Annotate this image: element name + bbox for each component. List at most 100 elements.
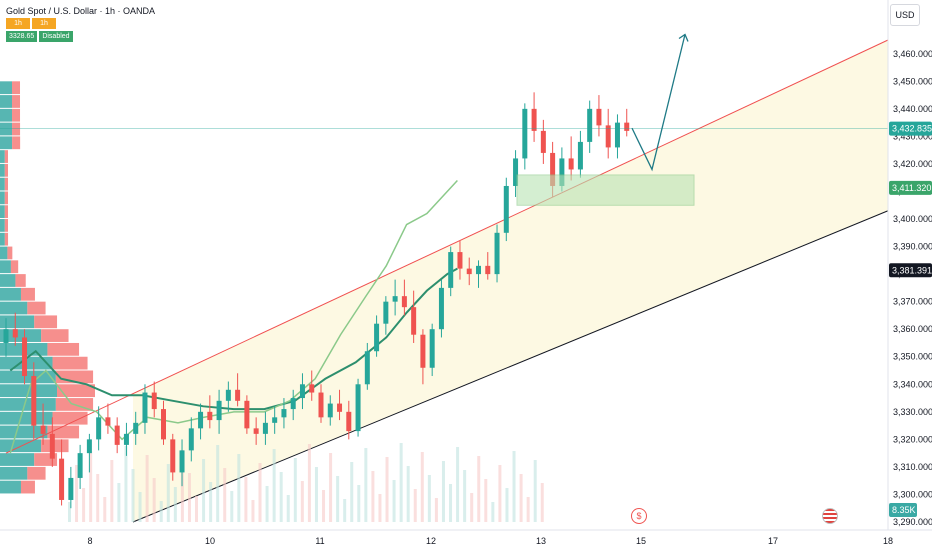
profile-bar-down [52, 411, 88, 425]
level-mid-tag-text: 3,411.320 [892, 183, 931, 193]
profile-bar-down [12, 136, 21, 150]
volume-bar [89, 451, 93, 522]
candle-down [12, 329, 18, 338]
symbol-title[interactable]: Gold Spot / U.S. Dollar · 1h · OANDA [6, 6, 156, 16]
profile-bar-down [4, 191, 8, 205]
volume-bar [279, 472, 283, 522]
candle-down [309, 384, 315, 393]
volume-bar [195, 496, 199, 522]
volume-bar [166, 464, 170, 522]
candle-down [457, 252, 463, 269]
candle-down [244, 400, 250, 429]
profile-bar-down [12, 108, 21, 122]
candles [3, 92, 630, 509]
profile-bar-down [41, 329, 69, 342]
volume-tag [889, 503, 917, 517]
candle-up [123, 433, 129, 445]
profile-bar-down [20, 287, 35, 301]
profile-bar-up [0, 81, 13, 95]
support-zone [516, 174, 695, 206]
volume-bar [463, 470, 467, 522]
annotations [0, 33, 888, 206]
volume-bar [449, 484, 453, 522]
time-axis[interactable]: 8 10 11 12 13 15 17 18 [0, 529, 932, 546]
volume-bar [159, 501, 163, 522]
volume-bar [343, 499, 347, 522]
volume-bar [427, 475, 431, 522]
candle-down [420, 334, 426, 368]
candle-down [59, 458, 65, 500]
candle-down [568, 158, 574, 170]
indicator-a[interactable]: 1h [6, 18, 30, 29]
candle-up [429, 329, 435, 368]
profile-bar-down [47, 425, 80, 439]
candle-up [327, 403, 333, 418]
time-tick-label: 10 [205, 536, 215, 546]
volume-bar [202, 459, 206, 522]
candle-up [188, 428, 194, 451]
volume-bar [216, 445, 220, 522]
price-tick-label: 3,370.000 [893, 297, 932, 307]
profile-bar-up [0, 163, 5, 177]
volume-bar [293, 458, 297, 522]
candle-up [494, 232, 500, 275]
profile-bar-up [0, 177, 5, 191]
volume-bar [314, 467, 318, 522]
candle-down [624, 122, 630, 131]
candle-up [299, 384, 305, 399]
us-flag-icon[interactable] [822, 508, 838, 524]
profile-bar-down [12, 95, 21, 108]
time-tick-label: 17 [768, 536, 778, 546]
profile-bar-down [27, 466, 46, 480]
candle-down [337, 403, 343, 412]
profile-bar-up [0, 466, 28, 480]
volume-bar [456, 447, 460, 522]
price-tick-label: 3,330.000 [893, 407, 932, 417]
profile-bar-up [0, 95, 13, 108]
volume-bar [434, 498, 438, 522]
candle-up [559, 158, 565, 186]
candle-down [605, 125, 611, 148]
currency-button[interactable]: USD [890, 4, 920, 26]
volume-bar [223, 468, 227, 522]
indicator-b[interactable]: 1h [32, 18, 56, 29]
volume-bar [82, 488, 86, 522]
candle-up [355, 384, 361, 432]
profile-bar-up [0, 274, 16, 287]
time-tick-label: 18 [883, 536, 893, 546]
volume-tag-text: 8.35K [892, 505, 916, 515]
time-tick-label: 12 [426, 536, 436, 546]
volume-bar [498, 465, 502, 522]
candle-down [596, 108, 602, 126]
candle-down [346, 411, 352, 432]
candle-up [448, 252, 454, 288]
profile-bar-down [10, 260, 19, 274]
projection-arrowhead [678, 33, 689, 42]
volume-bar [258, 463, 262, 522]
volume-bar [519, 474, 523, 522]
earnings-icon[interactable]: $ [631, 508, 647, 524]
candle-down [161, 409, 166, 440]
profile-bar-up [0, 411, 53, 425]
volume-bar [152, 478, 156, 522]
candle-down [235, 389, 241, 401]
price-tick-label: 3,340.000 [893, 379, 932, 389]
volume-bar [110, 460, 114, 522]
price-tick-label: 3,460.000 [893, 49, 932, 59]
time-tick-label: 8 [87, 536, 92, 546]
candle-up [614, 122, 620, 148]
volume-bar [286, 495, 290, 522]
profile-bar-up [0, 315, 35, 329]
indicator-status[interactable]: Disabled [39, 31, 73, 42]
candle-up [503, 185, 509, 233]
profile-bar-down [12, 81, 21, 95]
candle-up [198, 411, 204, 429]
level-mid-tag [889, 180, 932, 195]
volume-bar [103, 497, 107, 522]
volume-bar [336, 476, 340, 522]
price-tick-label: 3,400.000 [893, 214, 932, 224]
price-tick-label: 3,310.000 [893, 462, 932, 472]
candle-down [411, 307, 417, 335]
candle-up [262, 422, 268, 434]
